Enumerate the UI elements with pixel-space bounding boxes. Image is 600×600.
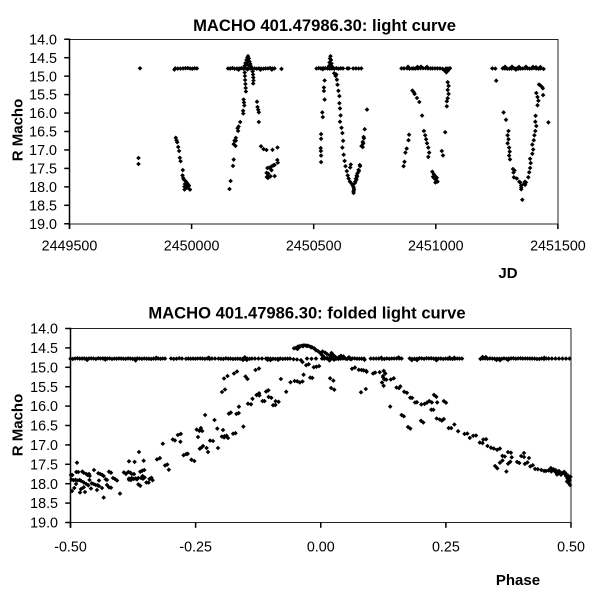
svg-text:2450000: 2450000 (164, 239, 220, 255)
svg-text:19.0: 19.0 (29, 217, 57, 233)
svg-text:2449500: 2449500 (42, 239, 98, 255)
svg-text:-0.25: -0.25 (179, 539, 212, 555)
svg-text:MACHO 401.47986.30: light curv: MACHO 401.47986.30: light curve (193, 16, 456, 35)
svg-text:0.50: 0.50 (557, 539, 585, 555)
svg-text:18.0: 18.0 (30, 477, 58, 493)
svg-text:R Macho: R Macho (10, 394, 27, 457)
svg-text:19.0: 19.0 (30, 516, 58, 532)
svg-text:18.5: 18.5 (29, 198, 57, 214)
svg-text:16.5: 16.5 (30, 419, 58, 435)
svg-text:0.25: 0.25 (432, 539, 460, 555)
svg-text:17.5: 17.5 (29, 162, 57, 178)
svg-text:16.0: 16.0 (29, 106, 57, 122)
svg-text:18.0: 18.0 (29, 180, 57, 196)
svg-text:15.0: 15.0 (30, 360, 58, 376)
svg-text:17.0: 17.0 (30, 438, 58, 454)
svg-text:0.00: 0.00 (307, 539, 335, 555)
svg-text:2451000: 2451000 (408, 239, 464, 255)
svg-text:15.5: 15.5 (30, 380, 58, 396)
svg-text:MACHO 401.47986.30: folded lig: MACHO 401.47986.30: folded light curve (148, 303, 465, 322)
svg-text:15.5: 15.5 (29, 88, 57, 104)
svg-text:15.0: 15.0 (29, 69, 57, 85)
svg-text:R Macho: R Macho (10, 99, 27, 162)
svg-text:18.5: 18.5 (30, 496, 58, 512)
svg-text:Phase: Phase (496, 572, 540, 589)
svg-text:-0.50: -0.50 (54, 539, 87, 555)
svg-text:14.0: 14.0 (30, 322, 58, 338)
svg-text:17.5: 17.5 (30, 457, 58, 473)
svg-text:14.0: 14.0 (29, 32, 57, 48)
svg-text:16.0: 16.0 (30, 399, 58, 415)
svg-text:2451500: 2451500 (530, 239, 586, 255)
svg-text:17.0: 17.0 (29, 143, 57, 159)
svg-text:JD: JD (498, 265, 517, 282)
svg-text:16.5: 16.5 (29, 125, 57, 141)
svg-text:2450500: 2450500 (286, 239, 342, 255)
svg-text:14.5: 14.5 (29, 51, 57, 67)
svg-text:14.5: 14.5 (30, 341, 58, 357)
